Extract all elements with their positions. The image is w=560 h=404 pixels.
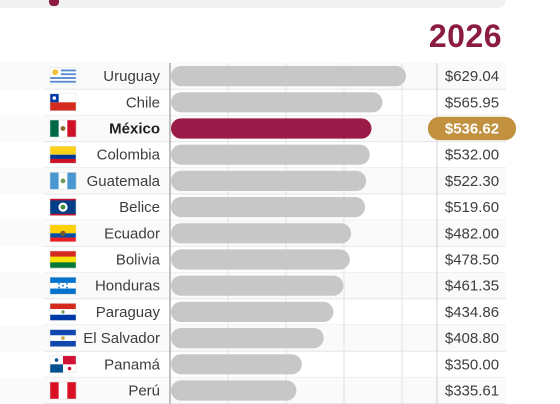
value-label: $565.95 — [445, 94, 499, 111]
value-label: $350.00 — [445, 356, 499, 373]
value-label: $519.60 — [445, 199, 499, 216]
country-label: Chile — [126, 94, 160, 111]
honduras-flag-icon — [49, 276, 77, 295]
value-label: $461.35 — [445, 278, 499, 295]
value-label: $335.61 — [445, 383, 499, 400]
bar — [171, 275, 344, 296]
bar — [171, 354, 302, 375]
chart-year-title: 2026 — [428, 18, 502, 54]
belize-flag-icon — [49, 198, 77, 216]
guatemala-flag-icon — [49, 172, 77, 190]
highlight-value-badge — [428, 116, 516, 141]
header-banner-edge — [0, 0, 506, 8]
bar — [171, 380, 297, 401]
peru-flag-icon — [49, 381, 77, 400]
value-label: $536.62 — [445, 121, 499, 138]
country-label: Uruguay — [103, 68, 160, 85]
header-accent — [49, 0, 59, 6]
value-label: $629.04 — [445, 68, 499, 85]
country-label: Guatemala — [87, 173, 161, 190]
el-salvador-flag-icon — [49, 329, 77, 347]
bar-highlight — [171, 118, 372, 139]
bar — [171, 170, 367, 191]
value-label: $482.00 — [445, 225, 499, 242]
chile-flag-icon — [49, 93, 77, 112]
bar — [171, 197, 366, 218]
uruguay-flag-icon — [49, 67, 77, 85]
country-label: México — [109, 121, 160, 138]
value-label: $434.86 — [445, 304, 499, 321]
country-label: Paraguay — [96, 304, 161, 321]
country-label: Ecuador — [104, 225, 160, 242]
colombia-flag-icon — [49, 145, 77, 164]
value-label: $478.50 — [445, 252, 499, 269]
ecuador-flag-icon — [49, 224, 77, 243]
value-label: $532.00 — [445, 147, 499, 164]
bar — [171, 144, 370, 165]
bar — [171, 223, 352, 244]
country-label: Honduras — [95, 278, 160, 295]
value-label: $408.80 — [445, 330, 499, 347]
country-label: El Salvador — [83, 330, 160, 347]
bar — [171, 249, 350, 270]
paraguay-flag-icon — [49, 303, 77, 321]
bar — [171, 301, 334, 322]
country-label: Colombia — [97, 147, 161, 164]
country-label: Panamá — [104, 356, 161, 373]
mexico-flag-icon — [49, 119, 77, 138]
bolivia-flag-icon — [49, 250, 77, 269]
country-label: Perú — [128, 383, 160, 400]
panama-flag-icon — [49, 355, 77, 374]
country-label: Bolivia — [116, 252, 161, 269]
country-label: Belice — [119, 199, 160, 216]
value-label: $522.30 — [445, 173, 499, 190]
bar — [171, 328, 324, 349]
bar — [171, 92, 383, 113]
bar — [171, 66, 406, 87]
